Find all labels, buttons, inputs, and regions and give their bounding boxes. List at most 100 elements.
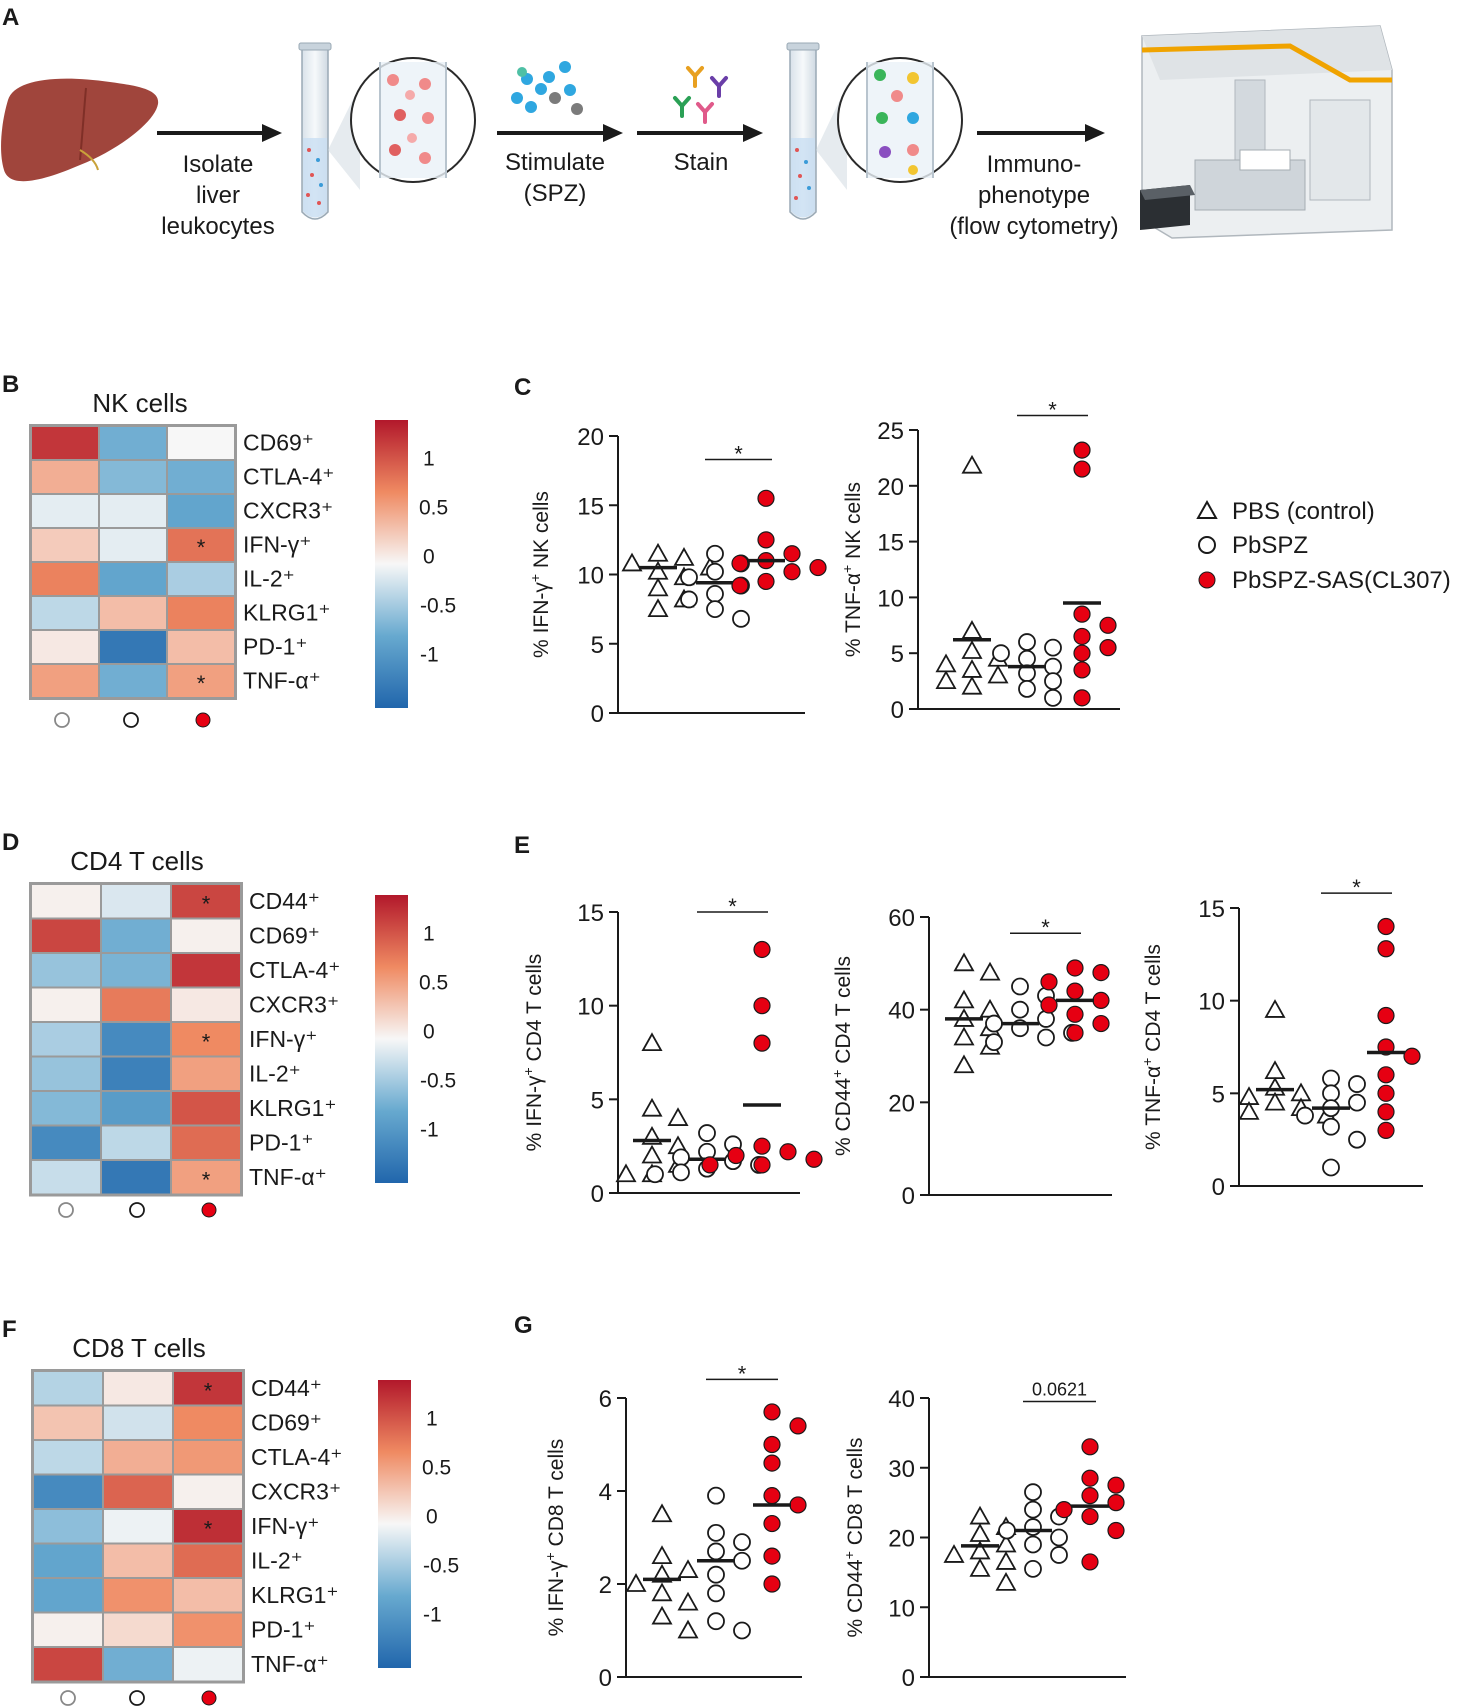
data-point-pbs xyxy=(647,577,669,597)
color-scale-tick: -1 xyxy=(420,1118,439,1141)
panel-c-letter: C xyxy=(514,374,531,401)
heatmap-cell xyxy=(104,1648,172,1681)
arrow-3-head xyxy=(743,124,763,142)
heatmap-cell xyxy=(168,427,234,459)
data-point-pbs xyxy=(987,664,1009,684)
y-tick-label: 40 xyxy=(888,998,915,1025)
data-point-pbspz-sas xyxy=(1066,1005,1084,1023)
y-axis-label-sup: + xyxy=(1139,1058,1155,1066)
y-axis-label: % TNF-α+ CD4 T cells xyxy=(1139,944,1165,1150)
data-point-pbspz-sas xyxy=(763,1487,781,1505)
data-point-pbspz-sas xyxy=(753,1156,771,1174)
step1-line2: liver xyxy=(196,182,240,209)
color-scale-tick: 0 xyxy=(426,1505,438,1528)
heatmap-cell xyxy=(104,1475,172,1508)
heatmap-row-label: IL-2⁺ xyxy=(251,1547,303,1573)
heatmap-cell xyxy=(174,1441,242,1474)
heatmap-nk-cells: B NK cells CD69⁺ CTLA-4⁺ CXCR3⁺ IFN-γ⁺ IL-2⁺ KL… xyxy=(2,371,456,728)
group-pbspz-icon xyxy=(129,1202,145,1218)
test-tube-icon xyxy=(298,42,332,220)
heatmap-panel-letter: B xyxy=(2,371,19,398)
data-point-pbspz-sas xyxy=(1377,1066,1395,1084)
heatmap-cell xyxy=(174,1648,242,1681)
data-point-pbspz-sas xyxy=(789,1417,807,1435)
magnified-cells-2 xyxy=(837,57,963,183)
data-point-pbs xyxy=(969,1505,991,1525)
heatmap-cell xyxy=(172,885,240,918)
y-tick-label: 6 xyxy=(599,1386,612,1413)
y-axis-label-tail: CD8 T cells xyxy=(545,1439,568,1553)
data-point-pbspz xyxy=(707,1584,725,1603)
data-point-pbspz xyxy=(707,1542,725,1561)
heatmap-cell xyxy=(172,954,240,987)
heatmap-row-label: IL-2⁺ xyxy=(243,565,295,591)
panel-a-letter: A xyxy=(2,4,19,31)
data-point-pbspz-sas xyxy=(1377,1006,1395,1025)
y-tick-label: 4 xyxy=(599,1479,612,1506)
color-scale-tick: 0.5 xyxy=(419,971,448,994)
data-point-pbs xyxy=(953,952,975,972)
data-point-pbspz-sas xyxy=(1081,1487,1099,1505)
data-point-pbs xyxy=(1264,1060,1286,1079)
y-axis-label: % CD44+ CD8 T cells xyxy=(841,1438,867,1638)
heatmap-cell xyxy=(32,919,100,952)
panel-e-letter: E xyxy=(514,832,530,859)
data-point-pbs xyxy=(953,989,975,1009)
heatmap-cell xyxy=(32,1092,100,1125)
y-tick-label: 15 xyxy=(877,530,904,557)
heatmap-cell xyxy=(32,885,100,918)
data-point-pbspz xyxy=(985,1014,1003,1033)
panel-a: A Isolate liver leukocytes xyxy=(1,4,1393,240)
y-axis-label-main: % IFN-γ xyxy=(523,1075,546,1151)
data-point-pbspz-sas xyxy=(1377,1103,1395,1121)
y-axis-label-sup: + xyxy=(542,1552,558,1560)
data-point-pbs xyxy=(961,640,983,659)
heatmap-cell xyxy=(32,1057,100,1090)
heatmap-cell xyxy=(104,1441,172,1474)
significance-label: 0.0621 xyxy=(1032,1379,1087,1399)
y-tick-label: 0 xyxy=(591,1181,604,1208)
data-point-pbspz xyxy=(1050,1546,1068,1564)
data-point-pbspz xyxy=(706,562,724,581)
heatmap-row-label: KLRG1⁺ xyxy=(249,1095,337,1121)
stained-tube-icon xyxy=(786,42,820,220)
data-point-pbs xyxy=(961,620,983,639)
legend-circle-red-icon xyxy=(1198,571,1216,589)
data-point-pbspz-sas xyxy=(1081,1507,1099,1526)
data-point-pbspz-sas xyxy=(1073,661,1091,679)
y-tick-label: 5 xyxy=(891,641,904,668)
y-tick-label: 15 xyxy=(577,493,604,520)
heatmap-cell xyxy=(34,1648,102,1681)
data-point-pbs xyxy=(979,961,1001,981)
color-scale-tick: -1 xyxy=(423,1603,442,1626)
data-point-pbspz-sas xyxy=(1377,1121,1395,1140)
data-point-pbs xyxy=(641,1097,663,1117)
step3-line1: Stain xyxy=(674,149,729,176)
data-point-pbspz xyxy=(706,544,724,563)
data-point-pbspz xyxy=(1018,649,1036,668)
data-point-pbs xyxy=(1264,1091,1286,1111)
data-point-pbs xyxy=(943,1544,965,1563)
group-pbs-icon xyxy=(54,712,70,728)
data-point-pbspz-sas xyxy=(727,1146,745,1165)
data-point-pbspz-sas xyxy=(1073,627,1091,646)
data-point-pbspz xyxy=(646,1165,664,1184)
data-point-pbs xyxy=(995,1572,1017,1591)
data-point-pbspz-sas xyxy=(763,1514,781,1533)
data-point-pbs xyxy=(995,1551,1017,1570)
heatmap-row-label: CD69⁺ xyxy=(249,922,320,948)
heatmap-cell xyxy=(102,1161,170,1194)
heatmap-cell xyxy=(34,1441,102,1474)
data-point-pbs xyxy=(677,1591,699,1611)
heatmap-cell xyxy=(34,1544,102,1577)
heatmap-cell xyxy=(100,665,166,697)
y-axis-label-main: % IFN-γ xyxy=(530,582,553,658)
y-axis-label-tail: CD4 T cells xyxy=(832,956,855,1070)
y-axis-label: % IFN-γ+ CD8 T cells xyxy=(542,1439,568,1637)
heatmap-cell xyxy=(32,1161,100,1194)
heatmap-cd4-t-cells: D CD4 T cells CD44⁺ CD69⁺ CTLA-4⁺ CXCR3⁺ IFN-γ… xyxy=(2,829,456,1218)
magnified-cells-1 xyxy=(350,57,476,183)
heatmap-cell xyxy=(32,427,98,459)
data-point-pbspz xyxy=(1322,1084,1340,1103)
heatmap-cell xyxy=(100,597,166,629)
